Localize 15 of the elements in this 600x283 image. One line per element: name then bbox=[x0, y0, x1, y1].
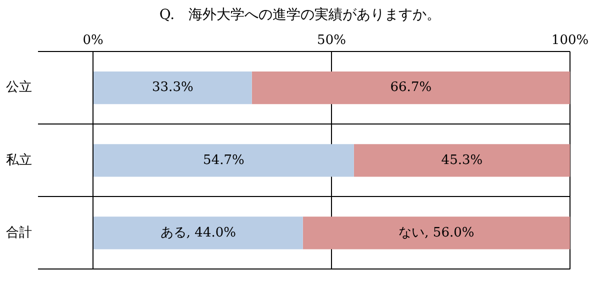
y-tick-label: 私立 bbox=[6, 152, 32, 168]
x-tick-label: 0% bbox=[82, 33, 104, 48]
x-tick-label: 50% bbox=[317, 33, 346, 48]
data-label: , 56.0% bbox=[424, 225, 474, 240]
series-label: ある bbox=[160, 225, 186, 240]
data-label: 33.3% bbox=[152, 80, 194, 96]
x-tick-label: 100% bbox=[551, 33, 589, 48]
data-label: 54.7% bbox=[203, 152, 244, 168]
data-label: , 44.0% bbox=[186, 225, 236, 240]
data-label: 45.3% bbox=[441, 152, 483, 168]
data-label: 66.7% bbox=[390, 80, 432, 96]
series-label: ない bbox=[398, 225, 425, 240]
y-tick-label: 公立 bbox=[6, 79, 32, 96]
chart-title: Q. 海外大学への進学の実績がありますか。 bbox=[158, 6, 442, 24]
y-tick-label: 合計 bbox=[6, 225, 32, 240]
